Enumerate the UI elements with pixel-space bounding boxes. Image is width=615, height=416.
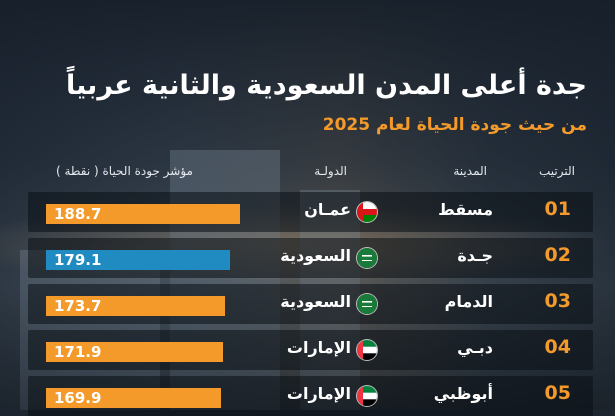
chart-subtitle: من حيث جودة الحياة لعام 2025 xyxy=(322,115,587,135)
country-label: السعودية xyxy=(280,292,351,311)
header-country: الدولـة xyxy=(314,164,347,178)
value-label: 173.7 xyxy=(54,297,102,315)
uae-flag-icon xyxy=(357,340,377,360)
value-label: 188.7 xyxy=(54,205,102,223)
uae-flag-icon xyxy=(357,386,377,406)
header-rank: الترتيب xyxy=(539,164,575,178)
value-label: 171.9 xyxy=(54,343,102,361)
table-row: 04 دبـي الإمارات 171.9 xyxy=(28,330,593,370)
value-label: 179.1 xyxy=(54,251,102,269)
table-row: 05 أبوظبي الإمارات 169.9 xyxy=(28,376,593,416)
value-bar: 179.1 xyxy=(46,250,230,270)
saudi-flag-icon xyxy=(357,294,377,314)
value-bar: 171.9 xyxy=(46,342,223,362)
country-label: الإمارات xyxy=(286,384,351,403)
value-label: 169.9 xyxy=(54,389,102,407)
city-label: أبوظبي xyxy=(433,384,493,403)
table-row: 03 الدمام السعودية 173.7 xyxy=(28,284,593,324)
header-city: المدينة xyxy=(453,164,487,178)
header-index: مؤشر جودة الحياة ( نقطة ) xyxy=(56,164,193,178)
table-row: 02 جـدة السعودية 179.1 xyxy=(28,238,593,278)
country-label: السعودية xyxy=(280,246,351,265)
oman-flag-icon xyxy=(357,202,377,222)
rank-label: 01 xyxy=(544,198,571,220)
city-label: الدمام xyxy=(444,292,493,311)
rank-label: 04 xyxy=(544,336,571,358)
rank-label: 03 xyxy=(544,290,571,312)
city-label: مسقط xyxy=(438,200,493,219)
city-label: جـدة xyxy=(457,246,493,265)
value-bar: 188.7 xyxy=(46,204,240,224)
rank-label: 05 xyxy=(544,382,571,404)
chart-title: جدة أعلى المدن السعودية والثانية عربياً xyxy=(66,70,587,101)
value-bar: 169.9 xyxy=(46,388,221,408)
table-row: 01 مسقط عمـان 188.7 xyxy=(28,192,593,232)
country-label: الإمارات xyxy=(286,338,351,357)
saudi-flag-icon xyxy=(357,248,377,268)
rank-label: 02 xyxy=(544,244,571,266)
city-label: دبـي xyxy=(457,338,493,357)
value-bar: 173.7 xyxy=(46,296,225,316)
background-tower xyxy=(170,150,280,410)
country-label: عمـان xyxy=(304,200,351,219)
